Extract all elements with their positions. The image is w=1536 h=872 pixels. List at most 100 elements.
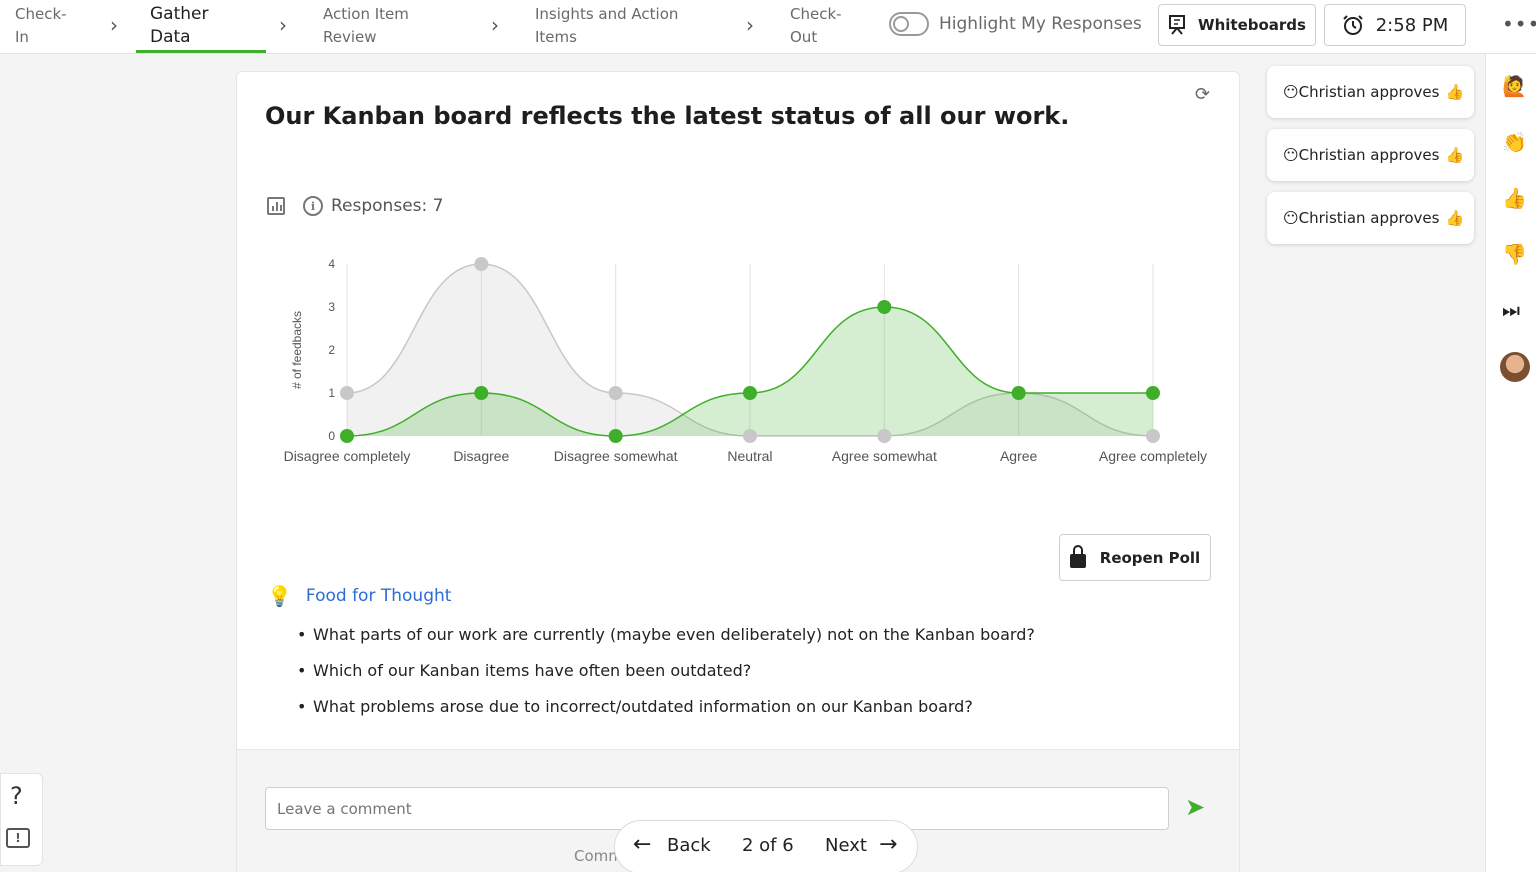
responses-chart: 0 1 2 3 4 # of feedbacks Disagree completely Di… [284,257,1207,464]
chevron-right-icon: › [746,13,754,37]
step-label: Data [150,27,191,47]
help-panel: ? ! [0,773,43,866]
avatar[interactable] [1500,352,1530,382]
step-label: Out [790,28,818,46]
list-item: What problems arose due to incorrect/out… [297,694,1035,730]
chevron-right-icon: › [279,13,287,37]
comments-label: Comm [574,847,623,865]
approval-text: Christian approves [1298,146,1440,164]
face-icon: 😶 [1283,83,1299,101]
step-label: Check- [790,5,842,23]
chevron-right-icon: › [110,13,118,37]
top-nav: Check- In › Gather Data › Action Item Re… [0,0,1536,54]
page-indicator: 2 of 6 [742,835,794,856]
approval-text: Christian approves [1298,209,1440,227]
food-for-thought-header: 💡 Food for Thought [267,584,451,608]
thumbs-up-icon: 👍 [1445,146,1465,164]
step-label: Gather [150,4,209,24]
approval-notification: 😶 Christian approves 👍 [1267,66,1474,118]
x-tick-label: Agree completely [1099,448,1207,464]
approval-notification: 😶 Christian approves 👍 [1267,192,1474,244]
chart-type-icon[interactable] [267,197,285,215]
x-tick-label: Neutral [727,448,772,464]
raise-hand-icon[interactable]: 🙋 [1502,74,1527,98]
step-check-out[interactable]: Check- Out [790,3,842,49]
whiteboards-label: Whiteboards [1198,16,1306,34]
data-point [474,386,489,400]
arrow-left-icon[interactable]: ← [633,832,652,857]
active-step-indicator [136,50,266,53]
question-card: ⟳ Our Kanban board reflects the latest s… [236,71,1240,872]
list-item: Which of our Kanban items have often bee… [297,658,1035,694]
step-label: Action Item [323,5,409,23]
x-tick-label: Disagree [453,448,509,464]
approval-notification: 😶 Christian approves 👍 [1267,129,1474,181]
responses-row: i Responses: 7 [267,196,443,216]
step-label: In [15,28,29,46]
face-icon: 😶 [1283,146,1299,164]
refresh-icon[interactable]: ⟳ [1195,84,1211,105]
y-tick-label: 0 [328,429,335,443]
timer-button[interactable]: 2:58 PM [1324,4,1466,46]
send-icon[interactable]: ➤ [1185,793,1206,821]
highlight-toggle-row: Highlight My Responses [889,12,1142,36]
data-point [1145,386,1160,400]
step-label: Check- [15,5,67,23]
reopen-poll-label: Reopen Poll [1099,548,1201,567]
pager: ← Back 2 of 6 Next → [614,820,918,872]
whiteboards-button[interactable]: Whiteboards [1158,4,1316,46]
step-label: Insights and Action [535,5,679,23]
step-insights-action-items[interactable]: Insights and Action Items [535,3,678,49]
step-check-in[interactable]: Check- In [15,3,67,49]
y-tick-label: 3 [328,300,335,314]
feedback-icon[interactable]: ! [6,828,30,848]
x-tick-label: Disagree somewhat [554,448,678,464]
data-point [608,429,623,443]
alarm-clock-icon [1343,15,1363,35]
x-tick-label: Disagree completely [284,448,411,464]
data-point [340,429,354,443]
lightbulb-icon: 💡 [267,584,292,608]
help-icon[interactable]: ? [10,782,23,810]
face-icon: 😶 [1283,209,1299,227]
data-point [340,386,354,400]
reopen-poll-button[interactable]: Reopen Poll [1059,534,1211,581]
data-point [877,300,892,314]
series-area [347,264,1153,436]
list-item: What parts of our work are currently (ma… [297,622,1035,658]
x-tick-label: Agree [1000,448,1038,464]
food-for-thought-title: Food for Thought [305,586,452,606]
thumbs-up-icon[interactable]: 👍 [1502,186,1527,210]
responses-count: Responses: 7 [331,196,444,216]
whiteboard-icon [1169,15,1186,35]
thumbs-up-icon: 👍 [1445,83,1465,101]
data-point [608,386,623,400]
step-gather-data[interactable]: Gather Data [150,3,208,49]
highlight-label: Highlight My Responses [939,14,1142,34]
more-options-icon[interactable]: ••• [1502,12,1536,36]
data-point [1145,429,1160,443]
x-tick-label: Agree somewhat [832,448,937,464]
step-label: Items [535,28,577,46]
y-axis-label: # of feedbacks [290,311,304,389]
y-tick-label: 2 [328,343,335,357]
skip-icon[interactable]: ⏭ [1502,298,1520,322]
y-tick-label: 4 [328,257,335,271]
y-tick-label: 1 [328,386,335,400]
food-for-thought-list: What parts of our work are currently (ma… [297,622,1035,730]
clap-icon[interactable]: 👏 [1502,130,1527,154]
highlight-toggle[interactable] [889,12,929,36]
data-point [474,257,489,271]
lock-icon [1069,544,1086,568]
back-button[interactable]: Back [667,835,711,856]
chevron-right-icon: › [491,13,499,37]
thumbs-down-icon[interactable]: 👎 [1502,242,1527,266]
next-button[interactable]: Next [825,835,867,856]
question-title: Our Kanban board reflects the latest sta… [265,102,1070,130]
series-area [347,307,1153,436]
step-action-item-review[interactable]: Action Item Review [323,3,409,49]
reaction-rail: 🙋 👏 👍 👎 ⏭ [1485,54,1536,872]
info-icon[interactable]: i [303,196,323,216]
approval-text: Christian approves [1298,83,1440,101]
arrow-right-icon[interactable]: → [879,832,898,857]
